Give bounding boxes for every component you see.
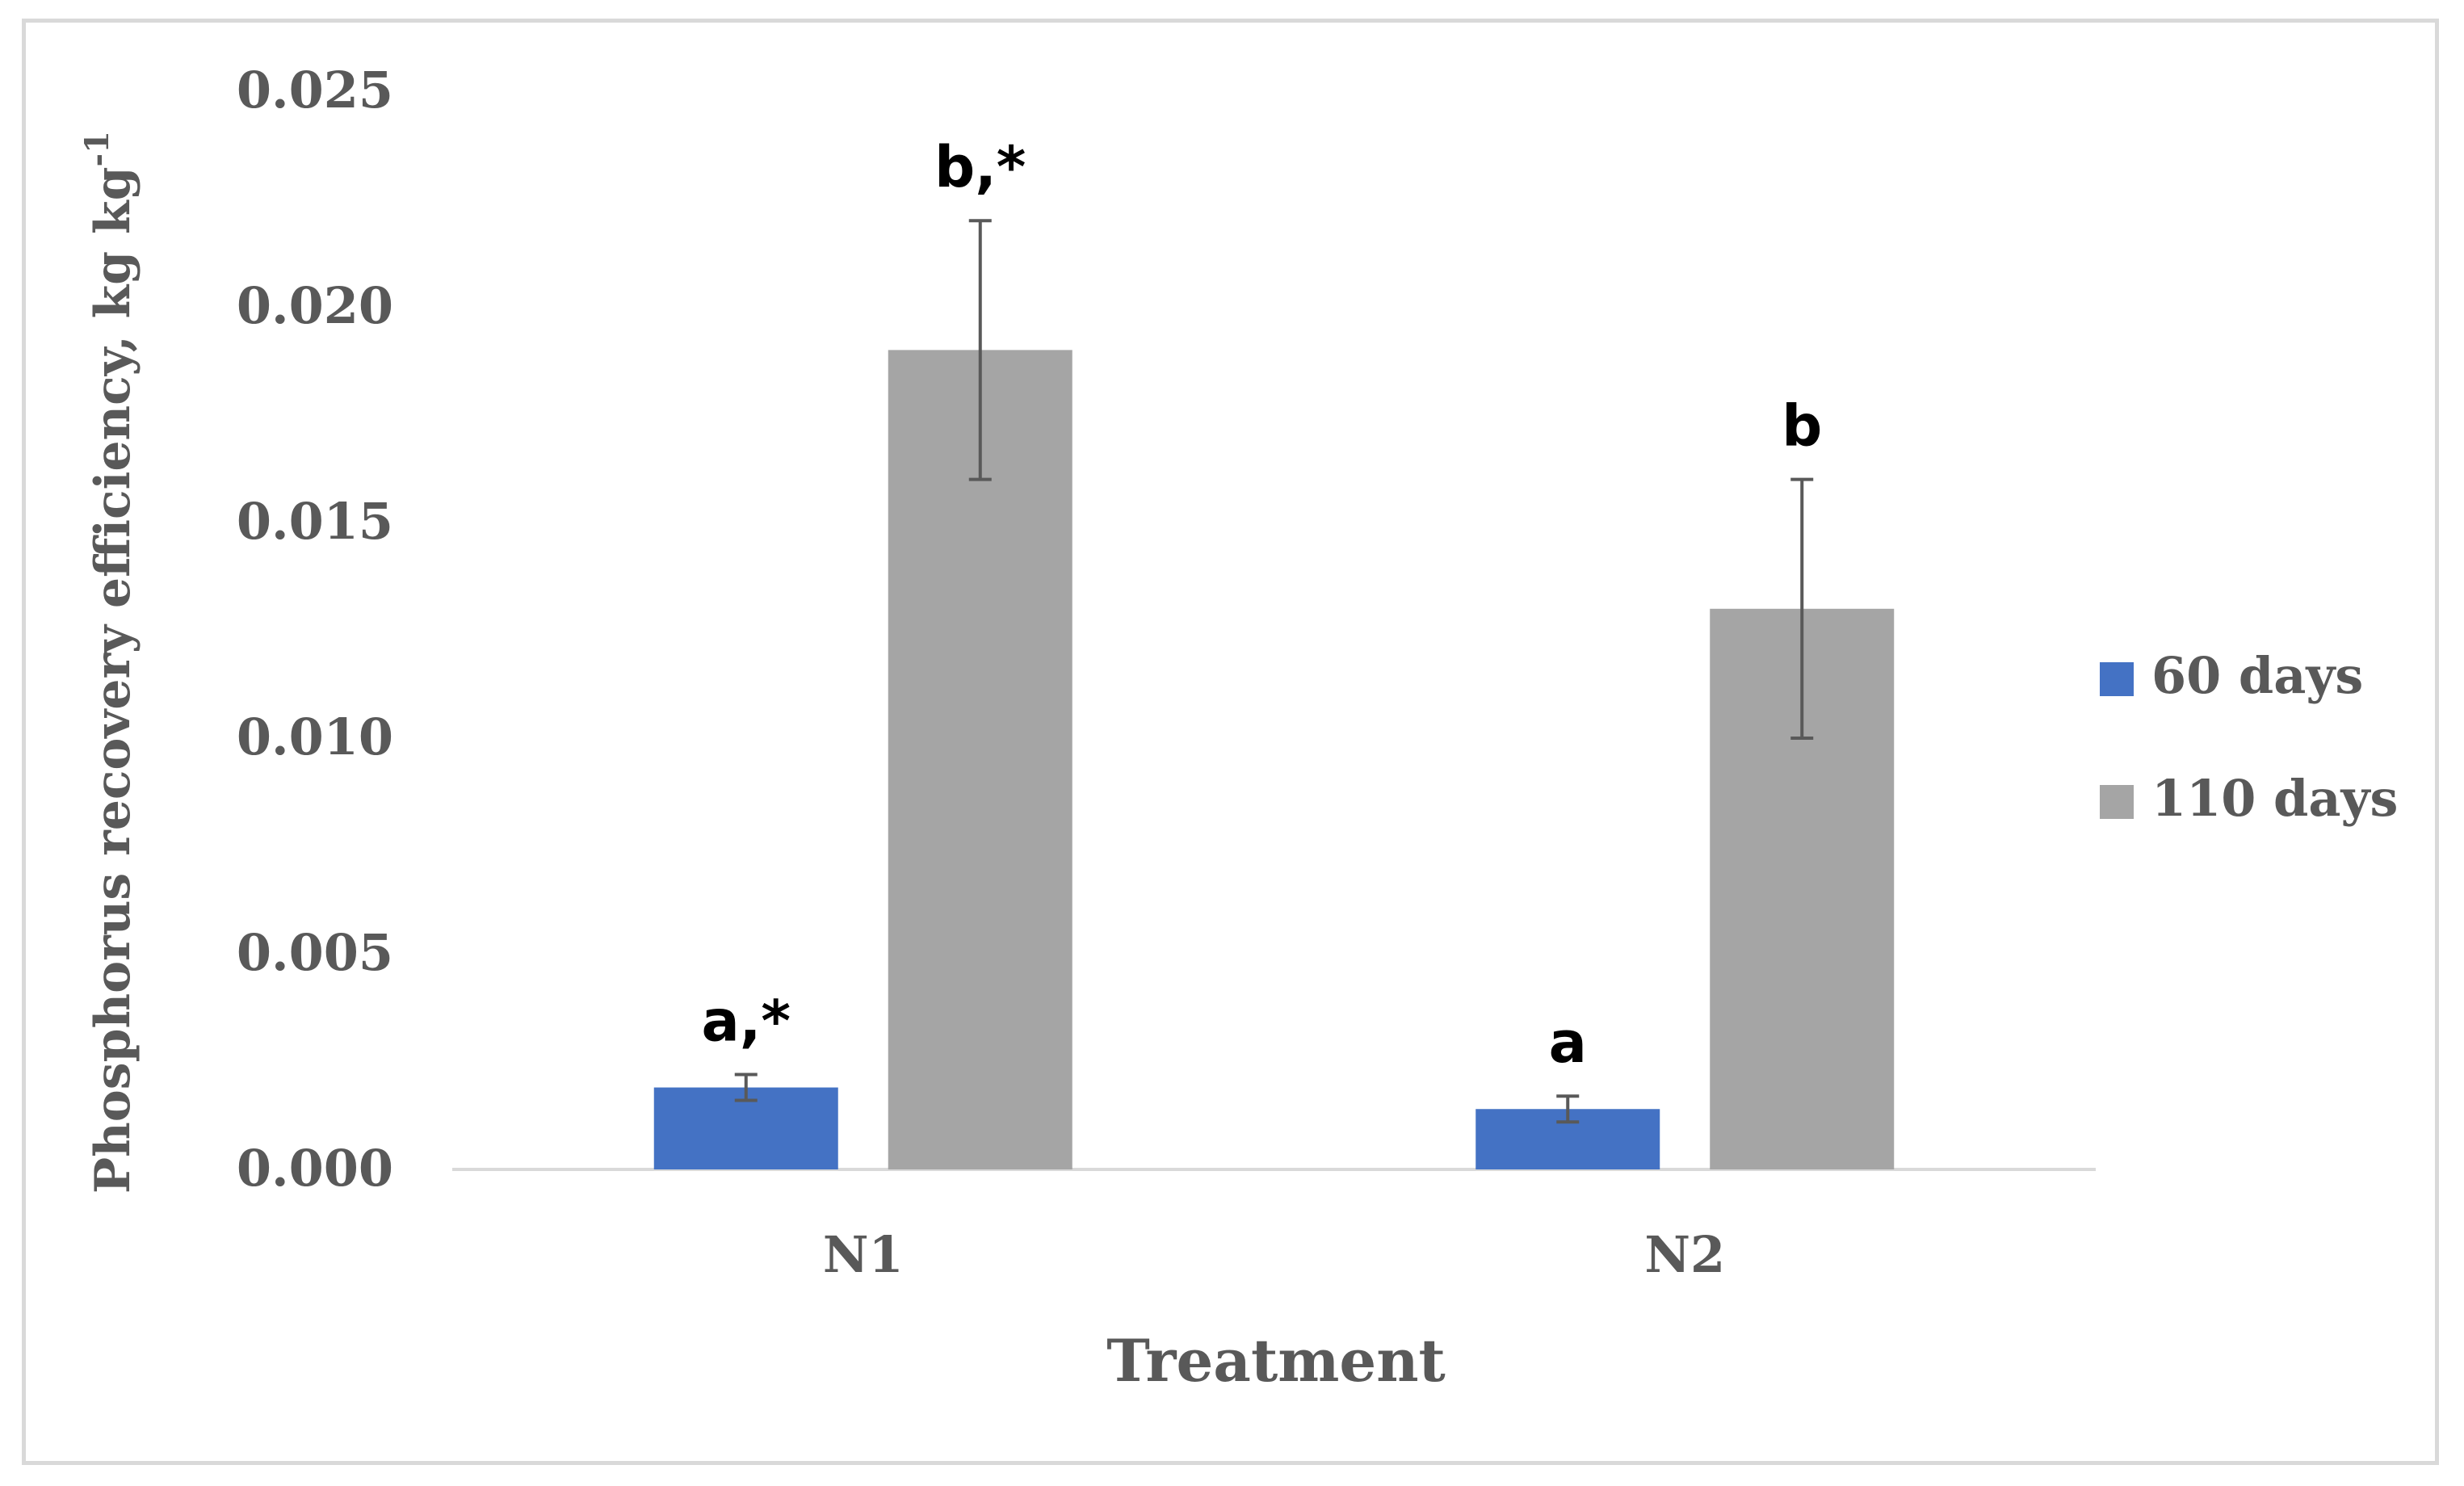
y-axis-title-main: Phosphorus recovery efficiency, kg kg: [85, 166, 141, 1193]
significance-label: a: [1549, 1010, 1587, 1076]
y-tick-label: 0.015: [237, 492, 393, 551]
error-bars: [734, 219, 1814, 1124]
y-tick-label: 0.020: [237, 276, 393, 335]
legend-label: 110 days: [2151, 769, 2398, 828]
chart-frame: [22, 19, 2439, 1465]
category-label: N1: [823, 1225, 904, 1284]
significance-label: b: [1782, 393, 1822, 460]
legend: 60 days 110 days: [2100, 646, 2398, 828]
legend-label: 60 days: [2151, 646, 2363, 705]
annotations: a,* b,* a b: [702, 134, 1823, 1076]
category-label: N2: [1644, 1225, 1725, 1284]
x-axis-title: Treatment: [1106, 1326, 1446, 1395]
y-tick-label: 0.010: [237, 707, 393, 766]
y-tick-label: 0.005: [237, 923, 393, 982]
legend-swatch: [2100, 662, 2134, 696]
y-tick-label: 0.025: [237, 61, 393, 120]
bar: [888, 350, 1072, 1169]
significance-label: b,*: [934, 134, 1026, 200]
y-axis-ticks: 0.000 0.005 0.010 0.015 0.020 0.025: [237, 61, 393, 1198]
y-axis-title: Phosphorus recovery efficiency, kg kg-1: [78, 131, 141, 1194]
category-labels: N1 N2: [823, 1225, 1725, 1284]
y-tick-label: 0.000: [237, 1139, 393, 1198]
significance-label: a,*: [702, 989, 791, 1055]
legend-swatch: [2100, 785, 2134, 819]
y-axis-title-superscript: -1: [78, 131, 116, 166]
bars: [653, 350, 1895, 1169]
